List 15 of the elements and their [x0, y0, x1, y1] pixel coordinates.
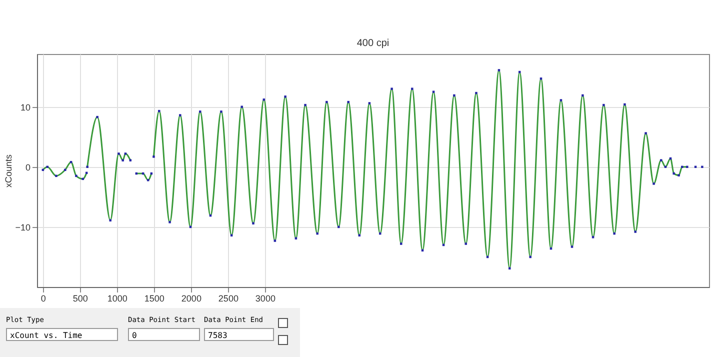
x-tick-label: 2500 [218, 294, 238, 304]
text-field: 7583 [204, 328, 274, 341]
y-tick-label: −10 [15, 222, 30, 232]
x-tick-label: 3000 [255, 294, 276, 304]
y-tick-label: 10 [20, 102, 30, 112]
x-tick-label: 500 [72, 294, 88, 304]
dropdown-field: xCount vs. Time [6, 328, 118, 341]
y-tick-label: 0 [25, 162, 30, 172]
x-tick-label: 2000 [181, 294, 202, 304]
chart-subtitle: 400 cpi [356, 38, 390, 49]
x-tick-label: 1500 [144, 294, 164, 304]
text-field: 0 [128, 328, 200, 341]
x-tick-label: 0 [40, 294, 46, 304]
x-tick-label: 1000 [107, 294, 128, 304]
y-axis-title: xCounts [4, 154, 14, 188]
